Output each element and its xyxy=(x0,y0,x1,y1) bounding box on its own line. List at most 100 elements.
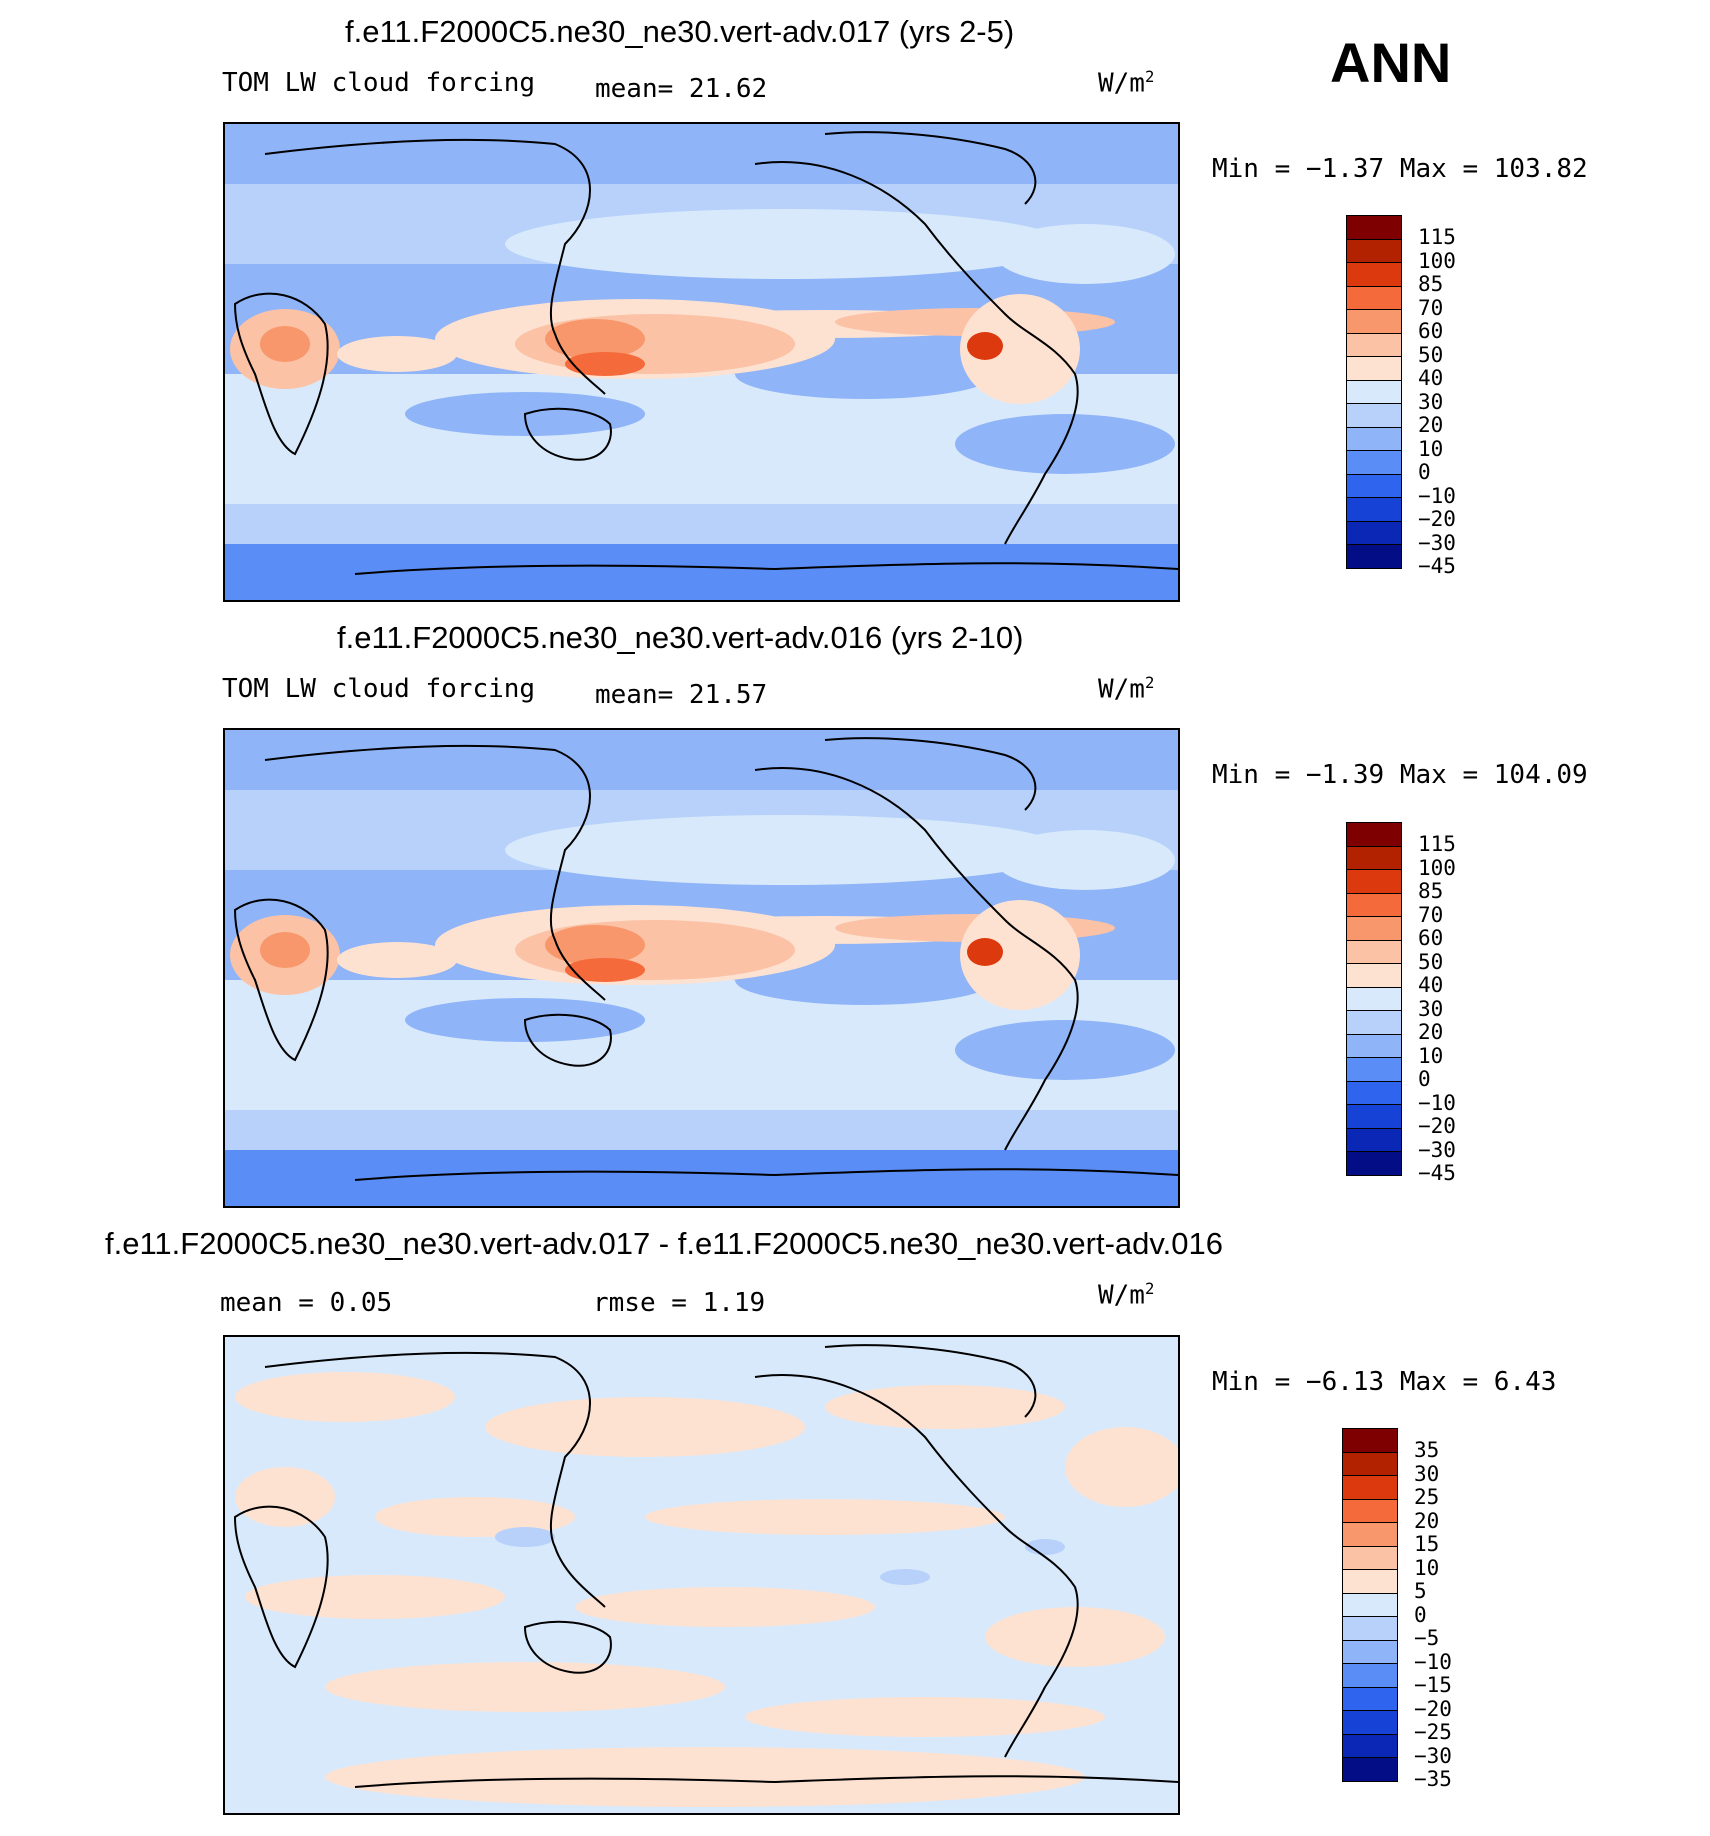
colorbar-label: −10 xyxy=(1418,483,1456,508)
colorbar-swatch xyxy=(1342,1592,1398,1617)
panel-1-mean-label: mean= 21.62 xyxy=(595,74,768,104)
colorbar-label: 100 xyxy=(1418,248,1456,273)
colorbar-swatch xyxy=(1346,1057,1402,1082)
panel-1-colorbar: 115 100 85 70 60 50 40 30 20 10 0 −10 −20 −30 −45 xyxy=(1346,215,1486,590)
colorbar-label: 0 xyxy=(1418,460,1431,484)
colorbar-label: −5 xyxy=(1414,1626,1440,1650)
colorbar-swatch xyxy=(1346,986,1402,1011)
colorbar-swatch xyxy=(1342,1522,1398,1547)
colorbar-swatch xyxy=(1346,473,1402,498)
panel-3-rmse-label: rmse = 1.19 xyxy=(593,1288,766,1318)
colorbar-swatch xyxy=(1342,1733,1398,1758)
colorbar-label: −10 xyxy=(1418,1090,1456,1115)
colorbar-swatch xyxy=(1346,497,1402,522)
colorbar-label: −30 xyxy=(1418,1137,1456,1162)
colorbar-swatch xyxy=(1342,1686,1398,1711)
colorbar-swatch xyxy=(1346,426,1402,451)
colorbar-swatch xyxy=(1342,1498,1398,1523)
colorbar-swatch xyxy=(1346,822,1402,847)
colorbar-swatch xyxy=(1342,1639,1398,1664)
colorbar-label: −15 xyxy=(1414,1673,1452,1697)
colorbar-label: −25 xyxy=(1414,1720,1452,1744)
colorbar-swatch xyxy=(1346,869,1402,894)
colorbar-swatch xyxy=(1346,1127,1402,1152)
colorbar-label: 15 xyxy=(1414,1532,1440,1556)
panel-2-title: f.e11.F2000C5.ne30_ne30.vert-adv.016 (yr… xyxy=(337,620,1024,655)
colorbar-label: 100 xyxy=(1418,855,1456,880)
colorbar-label: −45 xyxy=(1418,1161,1456,1185)
colorbar-swatch xyxy=(1346,215,1402,240)
colorbar-label: 5 xyxy=(1414,1579,1427,1603)
colorbar-label: 85 xyxy=(1418,272,1444,296)
colorbar-label: 25 xyxy=(1414,1485,1440,1509)
colorbar-label: −30 xyxy=(1418,530,1456,555)
colorbar-swatch xyxy=(1346,356,1402,381)
colorbar-label: 0 xyxy=(1414,1602,1427,1627)
panel-3-colorbar: 35 30 25 20 15 10 5 0 −5 −10 −15 −20 −25 −30 −35 xyxy=(1342,1428,1482,1803)
colorbar-swatch xyxy=(1346,309,1402,334)
panel-1-units: W/m2 xyxy=(1098,68,1155,99)
colorbar-label: −45 xyxy=(1418,554,1456,578)
colorbar-label: 10 xyxy=(1418,1043,1444,1068)
colorbar-label: −20 xyxy=(1418,1114,1456,1138)
colorbar-swatch xyxy=(1346,238,1402,263)
colorbar-swatch xyxy=(1346,1010,1402,1035)
colorbar-label: 60 xyxy=(1418,319,1444,343)
colorbar-swatch xyxy=(1342,1475,1398,1500)
colorbar-swatch xyxy=(1342,1569,1398,1594)
panel-3-minmax: Min = −6.13 Max = 6.43 xyxy=(1212,1367,1557,1397)
panel-2-units: W/m2 xyxy=(1098,674,1155,705)
colorbar-swatch xyxy=(1346,892,1402,917)
colorbar-label: 30 xyxy=(1418,389,1444,414)
colorbar-swatch xyxy=(1346,916,1402,941)
colorbar-label: 10 xyxy=(1414,1555,1440,1580)
colorbar-label: 115 xyxy=(1418,225,1456,249)
colorbar-swatch xyxy=(1342,1663,1398,1688)
colorbar-label: 40 xyxy=(1418,973,1444,997)
panel-3-title: f.e11.F2000C5.ne30_ne30.vert-adv.017 - f… xyxy=(105,1226,1223,1261)
colorbar-label: 115 xyxy=(1418,832,1456,856)
colorbar-swatch xyxy=(1346,403,1402,428)
colorbar-label: 60 xyxy=(1418,926,1444,950)
colorbar-label: 85 xyxy=(1418,879,1444,903)
colorbar-label: 20 xyxy=(1414,1508,1440,1533)
colorbar-swatch xyxy=(1342,1616,1398,1641)
panel-2-minmax: Min = −1.39 Max = 104.09 xyxy=(1212,760,1588,790)
colorbar-swatch xyxy=(1346,1151,1402,1176)
panel-1-variable-label: TOM LW cloud forcing xyxy=(222,68,536,98)
colorbar-label: −35 xyxy=(1414,1767,1452,1791)
panel-2-variable-label: TOM LW cloud forcing xyxy=(222,674,536,704)
colorbar-label: 20 xyxy=(1418,1020,1444,1044)
colorbar-swatch xyxy=(1346,963,1402,988)
colorbar-label: −10 xyxy=(1414,1649,1452,1674)
colorbar-swatch xyxy=(1346,939,1402,964)
colorbar-swatch xyxy=(1342,1545,1398,1570)
colorbar-label: 50 xyxy=(1418,949,1444,974)
season-label: ANN xyxy=(1330,31,1452,94)
colorbar-swatch xyxy=(1346,1104,1402,1129)
colorbar-swatch xyxy=(1342,1757,1398,1782)
colorbar-swatch xyxy=(1346,262,1402,287)
colorbar-swatch xyxy=(1346,1033,1402,1058)
colorbar-swatch xyxy=(1346,520,1402,545)
colorbar-swatch xyxy=(1346,285,1402,310)
colorbar-label: 10 xyxy=(1418,436,1444,461)
colorbar-label: 40 xyxy=(1418,366,1444,390)
colorbar-swatch xyxy=(1342,1710,1398,1735)
colorbar-label: 50 xyxy=(1418,342,1444,367)
panel-1-title: f.e11.F2000C5.ne30_ne30.vert-adv.017 (yr… xyxy=(345,14,1015,49)
colorbar-label: 70 xyxy=(1418,295,1444,320)
colorbar-label: 35 xyxy=(1414,1438,1440,1462)
panel-3-map xyxy=(223,1335,1180,1815)
colorbar-label: 20 xyxy=(1418,413,1444,437)
panel-2-colorbar: 115 100 85 70 60 50 40 30 20 10 0 −10 −20 −30 −45 xyxy=(1346,822,1486,1197)
colorbar-label: −20 xyxy=(1418,507,1456,531)
colorbar-label: −20 xyxy=(1414,1696,1452,1721)
colorbar-swatch xyxy=(1346,1080,1402,1105)
panel-1-map xyxy=(223,122,1180,602)
colorbar-swatch xyxy=(1346,450,1402,475)
colorbar-label: 30 xyxy=(1418,996,1444,1021)
colorbar-label: −30 xyxy=(1414,1743,1452,1768)
colorbar-swatch xyxy=(1342,1451,1398,1476)
colorbar-swatch xyxy=(1346,845,1402,870)
